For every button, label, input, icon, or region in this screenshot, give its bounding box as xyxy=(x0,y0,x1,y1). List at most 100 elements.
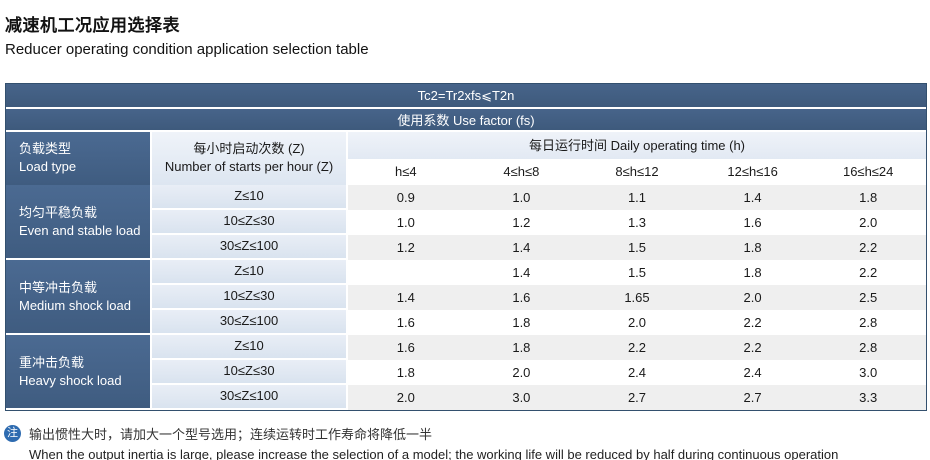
factor-value-cell: 1.1 xyxy=(579,185,695,210)
factor-value-cell: 2.2 xyxy=(579,335,695,360)
load-group-heavy-shock: 重冲击负载 Heavy shock load Z≤10 1.6 1.8 2.2 … xyxy=(6,335,926,410)
factor-value-cell: 1.8 xyxy=(463,335,580,360)
factor-value-cell: 1.5 xyxy=(579,260,695,285)
load-group-medium-shock: 中等冲击负载 Medium shock load Z≤10 1.4 1.5 1.… xyxy=(6,260,926,335)
load-group-label-en: Medium shock load xyxy=(19,297,131,313)
load-group-label-en: Even and stable load xyxy=(19,222,141,238)
factor-value-cell: 1.6 xyxy=(348,335,464,360)
load-group-even-stable: 均匀平稳负载 Even and stable load Z≤10 0.9 1.0… xyxy=(6,185,926,260)
z-range-cell: Z≤10 xyxy=(152,335,348,360)
table-row: 30≤Z≤100 1.6 1.8 2.0 2.2 2.8 xyxy=(152,310,926,335)
factor-value-cell: 2.2 xyxy=(810,260,926,285)
note-badge: 注 xyxy=(4,425,21,442)
load-group-label: 均匀平稳负载 Even and stable load xyxy=(6,185,152,260)
factor-value-cell: 1.8 xyxy=(348,360,464,385)
factor-value-cell: 2.8 xyxy=(810,310,926,335)
factor-value-cell: 1.2 xyxy=(463,210,580,235)
factor-value-cell: 2.2 xyxy=(694,310,811,335)
starts-header-zh: 每小时启动次数 (Z) xyxy=(193,141,305,156)
table-row: Z≤10 1.4 1.5 1.8 2.2 xyxy=(152,260,926,285)
z-range-cell: 10≤Z≤30 xyxy=(152,360,348,385)
factor-value-cell: 2.7 xyxy=(694,385,811,410)
z-range-cell: Z≤10 xyxy=(152,260,348,285)
factor-value-cell: 1.65 xyxy=(579,285,695,310)
note-text-zh: 输出惯性大时，请加大一个型号选用；连续运转时工作寿命将降低一半 xyxy=(29,427,433,442)
factor-value-cell: 2.2 xyxy=(694,335,811,360)
z-range-cell: 30≤Z≤100 xyxy=(152,310,348,335)
factor-value-cell: 1.8 xyxy=(694,235,811,260)
time-column-headers: h≤4 4≤h≤8 8≤h≤12 12≤h≤16 16≤h≤24 xyxy=(348,159,926,185)
load-type-header-en: Load type xyxy=(19,159,77,174)
factor-value-cell: 2.0 xyxy=(579,310,695,335)
time-column-header: 12≤h≤16 xyxy=(727,164,778,179)
page-title: 减速机工况应用选择表 xyxy=(5,16,180,35)
table-row: 30≤Z≤100 2.0 3.0 2.7 2.7 3.3 xyxy=(152,385,926,410)
daily-time-header: 每日运行时间 Daily operating time (h) xyxy=(348,132,926,159)
formula-bar: Tc2=Tr2xfs⩽T2n xyxy=(6,84,926,107)
title-block: 减速机工况应用选择表 Reducer operating condition a… xyxy=(0,0,930,58)
factor-value-cell: 3.3 xyxy=(810,385,926,410)
factor-value-cell: 2.0 xyxy=(810,210,926,235)
load-group-rows: Z≤10 1.4 1.5 1.8 2.2 10≤Z≤30 1.4 1.6 1.6… xyxy=(152,260,926,335)
time-column-header: 8≤h≤12 xyxy=(615,164,659,179)
z-range-cell: 10≤Z≤30 xyxy=(152,210,348,235)
column-header-row: 负载类型 Load type 每小时启动次数 (Z) Number of sta… xyxy=(6,130,926,185)
starts-header-en: Number of starts per hour (Z) xyxy=(164,159,334,174)
factor-value-cell: 3.0 xyxy=(810,360,926,385)
factor-value-cell: 1.6 xyxy=(694,210,811,235)
factor-value-cell: 0.9 xyxy=(348,185,464,210)
table-row: 10≤Z≤30 1.0 1.2 1.3 1.6 2.0 xyxy=(152,210,926,235)
z-range-cell: 30≤Z≤100 xyxy=(152,385,348,410)
z-range-cell: Z≤10 xyxy=(152,185,348,210)
load-group-label-en: Heavy shock load xyxy=(19,372,122,388)
factor-value-cell: 3.0 xyxy=(463,385,580,410)
factor-value-cell: 2.4 xyxy=(694,360,811,385)
time-column-header: 4≤h≤8 xyxy=(503,164,540,179)
factor-value-cell: 1.4 xyxy=(694,185,811,210)
factor-value-cell: 2.0 xyxy=(348,385,464,410)
footnote: 注 输出惯性大时，请加大一个型号选用；连续运转时工作寿命将降低一半 When t… xyxy=(4,424,838,460)
starts-per-hour-header: 每小时启动次数 (Z) Number of starts per hour (Z… xyxy=(152,132,348,185)
factor-value-cell: 1.2 xyxy=(348,235,464,260)
load-group-label: 中等冲击负载 Medium shock load xyxy=(6,260,152,335)
note-text-block: 输出惯性大时，请加大一个型号选用；连续运转时工作寿命将降低一半 When the… xyxy=(29,424,838,460)
table-header-bars: Tc2=Tr2xfs⩽T2n 使用系数 Use factor (fs) 负载类型… xyxy=(5,83,927,411)
factor-value-cell: 2.5 xyxy=(810,285,926,310)
factor-value-cell: 1.3 xyxy=(579,210,695,235)
factor-value-cell: 2.4 xyxy=(579,360,695,385)
table-row: Z≤10 0.9 1.0 1.1 1.4 1.8 xyxy=(152,185,926,210)
table-row: 10≤Z≤30 1.8 2.0 2.4 2.4 3.0 xyxy=(152,360,926,385)
factor-value-cell: 1.4 xyxy=(463,235,580,260)
daily-time-header-block: 每日运行时间 Daily operating time (h) h≤4 4≤h≤… xyxy=(348,132,926,185)
factor-value-cell: 1.6 xyxy=(463,285,580,310)
factor-value-cell: 1.8 xyxy=(463,310,580,335)
z-range-cell: 30≤Z≤100 xyxy=(152,235,348,260)
note-text-en: When the output inertia is large, please… xyxy=(29,447,839,460)
load-group-label-zh: 重冲击负载 xyxy=(19,354,85,370)
page-subtitle: Reducer operating condition application … xyxy=(5,41,369,58)
table-row: Z≤10 1.6 1.8 2.2 2.2 2.8 xyxy=(152,335,926,360)
selection-table: Tc2=Tr2xfs⩽T2n 使用系数 Use factor (fs) 负载类型… xyxy=(5,83,927,411)
load-group-rows: Z≤10 0.9 1.0 1.1 1.4 1.8 10≤Z≤30 1.0 1.2… xyxy=(152,185,926,260)
factor-value-cell xyxy=(348,260,464,285)
load-group-label: 重冲击负载 Heavy shock load xyxy=(6,335,152,410)
factor-value-cell: 1.8 xyxy=(694,260,811,285)
load-type-header: 负载类型 Load type xyxy=(6,132,152,185)
table-row: 30≤Z≤100 1.2 1.4 1.5 1.8 2.2 xyxy=(152,235,926,260)
factor-value-cell: 1.6 xyxy=(348,310,464,335)
use-factor-bar: 使用系数 Use factor (fs) xyxy=(6,107,926,130)
load-group-label-zh: 均匀平稳负载 xyxy=(19,204,98,220)
factor-value-cell: 2.7 xyxy=(579,385,695,410)
factor-value-cell: 2.0 xyxy=(694,285,811,310)
table-row: 10≤Z≤30 1.4 1.6 1.65 2.0 2.5 xyxy=(152,285,926,310)
factor-value-cell: 2.0 xyxy=(463,360,580,385)
factor-value-cell: 1.4 xyxy=(348,285,464,310)
factor-value-cell: 1.0 xyxy=(348,210,464,235)
factor-value-cell: 1.5 xyxy=(579,235,695,260)
factor-value-cell: 1.0 xyxy=(463,185,580,210)
z-range-cell: 10≤Z≤30 xyxy=(152,285,348,310)
load-type-header-zh: 负载类型 xyxy=(19,141,72,156)
time-column-header: h≤4 xyxy=(394,164,417,179)
load-group-rows: Z≤10 1.6 1.8 2.2 2.2 2.8 10≤Z≤30 1.8 2.0… xyxy=(152,335,926,410)
factor-value-cell: 2.2 xyxy=(810,235,926,260)
